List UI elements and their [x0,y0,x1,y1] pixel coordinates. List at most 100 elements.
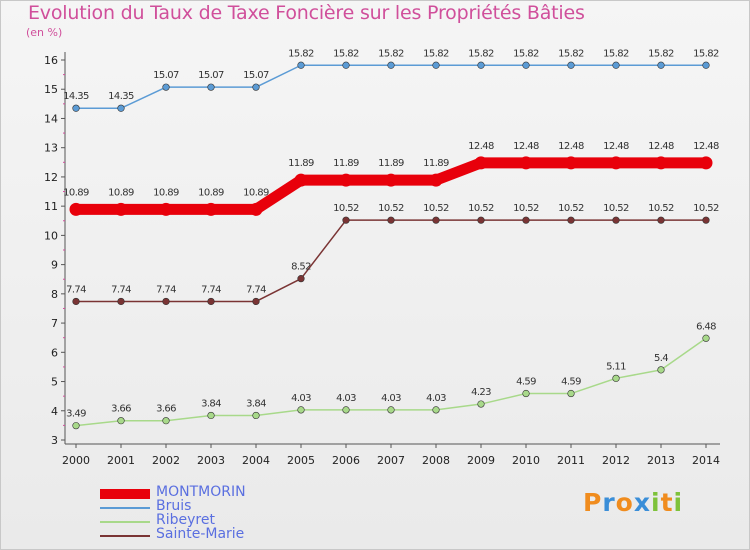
data-label-montmorin: 11.89 [288,158,314,169]
data-point-sainte-marie [207,297,215,306]
data-point-montmorin [159,202,173,216]
y-tick-label: 7 [51,317,58,330]
data-label-montmorin: 12.48 [603,141,629,152]
data-label-ribeyret: 4.59 [516,377,536,388]
y-tick-label: 14 [44,112,58,125]
data-point-ribeyret [72,422,80,430]
data-point-ribeyret [702,334,710,342]
y-tick-label: 8 [51,288,58,301]
data-point-ribeyret [567,389,575,398]
data-label-ribeyret: 6.48 [696,321,716,332]
x-tick-label: 2010 [512,454,540,467]
y-tick-label: 13 [44,142,58,155]
data-label-montmorin: 11.89 [378,158,404,169]
data-label-sainte-marie: 10.52 [423,203,449,214]
data-label-bruis: 15.07 [243,70,269,81]
data-label-bruis: 15.82 [468,48,494,59]
x-tick-label: 2009 [467,454,495,467]
data-label-ribeyret: 3.84 [246,398,266,409]
data-point-sainte-marie [342,216,350,224]
data-label-ribeyret: 5.4 [654,353,668,364]
legend-label: MONTMORIN [156,484,246,500]
data-label-ribeyret: 4.03 [426,393,446,404]
data-label-sainte-marie: 10.52 [513,203,539,214]
data-label-ribeyret: 4.03 [291,393,311,404]
logo-letter: P [583,488,603,517]
data-point-ribeyret [387,406,395,414]
data-label-sainte-marie: 10.52 [693,203,719,214]
y-tick-label: 16 [44,54,58,67]
logo-letter: x [633,488,651,517]
data-point-ribeyret [117,417,125,425]
legend-swatch [100,535,150,537]
data-label-bruis: 15.82 [558,48,584,59]
data-point-sainte-marie [432,216,440,224]
x-tick-label: 2012 [602,454,630,467]
data-label-bruis: 15.07 [153,70,179,81]
x-tick-label: 2008 [422,454,450,467]
legend-swatch [100,507,150,509]
data-point-bruis [432,61,440,69]
data-label-sainte-marie: 7.74 [66,284,86,295]
data-label-bruis: 15.07 [198,70,224,81]
data-point-sainte-marie [702,216,710,224]
data-point-montmorin [204,202,218,216]
data-point-sainte-marie [297,275,305,283]
data-label-bruis: 14.35 [63,91,89,102]
data-point-bruis [252,83,260,91]
data-point-sainte-marie [252,297,260,306]
x-tick-label: 2005 [287,454,315,467]
data-label-sainte-marie: 7.74 [111,284,131,295]
data-label-montmorin: 11.89 [333,158,359,169]
x-tick-label: 2004 [242,454,270,467]
logo-letter: r [602,488,616,517]
x-tick-label: 2002 [152,454,180,467]
data-label-ribeyret: 4.59 [561,377,581,388]
legend-swatch [100,521,150,523]
data-point-bruis [657,61,665,69]
data-point-montmorin [429,173,443,187]
data-label-montmorin: 12.48 [693,141,719,152]
data-point-montmorin [699,156,713,170]
data-label-montmorin: 10.89 [243,187,269,198]
data-label-ribeyret: 3.49 [66,409,86,420]
data-point-ribeyret [252,411,260,420]
y-tick-label: 3 [51,434,58,447]
data-label-sainte-marie: 10.52 [333,203,359,214]
data-point-sainte-marie [72,297,80,306]
data-label-bruis: 15.82 [603,48,629,59]
data-point-bruis [387,61,395,69]
data-label-ribeyret: 4.23 [471,387,491,398]
data-point-ribeyret [162,417,170,425]
x-tick-label: 2007 [377,454,405,467]
data-point-ribeyret [612,374,620,382]
logo-letter: i [673,488,684,517]
data-label-bruis: 15.82 [513,48,539,59]
data-label-montmorin: 10.89 [108,187,134,198]
data-point-montmorin [654,156,668,170]
data-label-bruis: 15.82 [378,48,404,59]
data-point-sainte-marie [657,216,665,224]
data-label-ribeyret: 5.11 [606,361,626,372]
data-label-montmorin: 12.48 [558,141,584,152]
proxiti-logo: Proxiti [583,488,683,517]
y-tick-label: 10 [44,229,58,242]
data-label-montmorin: 12.48 [648,141,674,152]
data-label-montmorin: 11.89 [423,158,449,169]
logo-letter: i [651,488,661,517]
data-point-ribeyret [297,406,305,414]
data-point-bruis [522,61,530,69]
data-point-ribeyret [432,406,440,414]
data-label-sainte-marie: 10.52 [648,203,674,214]
data-point-ribeyret [657,366,665,374]
data-point-bruis [162,83,170,91]
data-point-bruis [702,61,710,69]
data-label-ribeyret: 3.66 [156,404,176,415]
data-point-sainte-marie [567,216,575,224]
data-label-ribeyret: 3.84 [201,398,221,409]
data-point-bruis [612,61,620,69]
data-label-ribeyret: 4.03 [381,393,401,404]
data-label-sainte-marie: 10.52 [558,203,584,214]
data-label-bruis: 15.82 [333,48,359,59]
